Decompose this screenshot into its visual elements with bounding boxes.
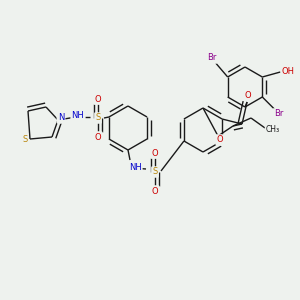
Text: Br: Br [274, 110, 283, 118]
Text: OH: OH [282, 67, 295, 76]
Text: S: S [95, 113, 101, 122]
Text: CH₃: CH₃ [266, 125, 280, 134]
Text: S: S [22, 134, 28, 143]
Text: O: O [95, 94, 101, 103]
Text: S: S [152, 167, 158, 176]
Text: O: O [95, 133, 101, 142]
Text: O: O [217, 136, 223, 145]
Text: O: O [152, 187, 158, 196]
Text: O: O [245, 91, 251, 100]
Text: N: N [58, 113, 64, 122]
Text: NH: NH [129, 164, 141, 172]
Text: Br: Br [207, 53, 216, 62]
Text: NH: NH [72, 112, 84, 121]
Text: O: O [152, 148, 158, 158]
